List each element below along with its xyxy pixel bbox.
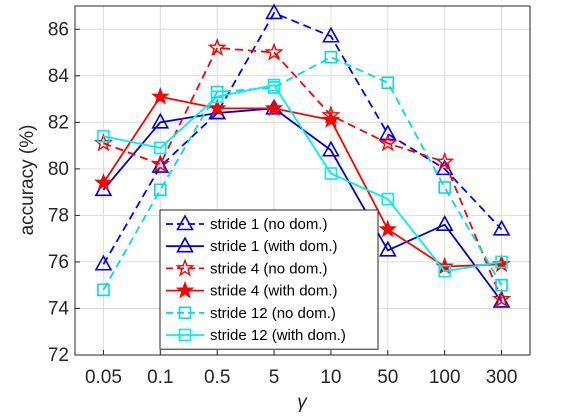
- legend-label: stride 12 (no dom.): [210, 305, 336, 322]
- legend-label: stride 12 (with dom.): [210, 327, 346, 344]
- x-axis-label: γ: [297, 392, 308, 413]
- legend-marker: [178, 328, 192, 342]
- legend-marker: [178, 306, 192, 320]
- data-point: [495, 255, 508, 269]
- legend-marker: [176, 236, 194, 253]
- data-point: [321, 110, 341, 128]
- y-tick-label: 80: [48, 159, 69, 180]
- data-point: [378, 124, 397, 141]
- data-point: [264, 98, 284, 117]
- legend: stride 1 (no dom.) stride 1 (with dom.) st…: [159, 209, 379, 350]
- data-point: [210, 90, 224, 104]
- y-tick-label: 78: [48, 205, 69, 226]
- series-6: [97, 78, 508, 278]
- data-point: [207, 98, 227, 117]
- x-tick-label: 0.5: [204, 367, 230, 388]
- y-tick-label: 74: [48, 298, 70, 319]
- legend-item: stride 4 (with dom.): [166, 280, 338, 300]
- x-tick-label: 300: [486, 367, 518, 388]
- legend-item: stride 1 (with dom.): [166, 236, 338, 255]
- legend-label: stride 4 (no dom.): [210, 260, 328, 277]
- data-point: [154, 183, 167, 197]
- data-point: [267, 78, 281, 92]
- data-point: [378, 219, 398, 238]
- legend-label: stride 1 (no dom.): [210, 216, 328, 233]
- series-line: [102, 56, 503, 291]
- data-point: [97, 129, 110, 143]
- series-layer: [93, 3, 512, 308]
- legend-item: stride 12 (no dom.): [166, 305, 336, 322]
- data-point: [97, 283, 110, 297]
- y-tick-label: 86: [48, 19, 69, 40]
- x-tick-label: 5: [269, 367, 280, 388]
- data-point: [435, 215, 454, 232]
- data-point: [151, 112, 170, 129]
- data-point: [322, 140, 340, 157]
- y-tick-label: 84: [48, 66, 70, 87]
- y-axis-label: accuracy (%): [17, 125, 38, 236]
- data-point: [322, 26, 340, 43]
- x-tick-label: 0.1: [147, 367, 173, 388]
- data-point: [381, 76, 395, 90]
- data-point: [381, 192, 395, 206]
- legend-item: stride 12 (with dom.): [166, 327, 346, 344]
- data-point: [150, 154, 170, 173]
- data-point: [378, 240, 397, 257]
- legend-box: [159, 209, 379, 350]
- series-3: [93, 37, 512, 308]
- data-point: [495, 278, 508, 292]
- data-point: [324, 167, 338, 180]
- x-tick-label: 100: [429, 367, 461, 388]
- data-point: [492, 289, 512, 308]
- legend-item: stride 4 (no dom.): [166, 258, 328, 277]
- data-point: [154, 141, 167, 155]
- legend-label: stride 1 (with dom.): [210, 238, 338, 255]
- data-point: [378, 133, 398, 152]
- y-tick-label: 72: [48, 345, 69, 366]
- x-tick-label: 50: [377, 367, 398, 388]
- x-tick-label: 0.05: [85, 367, 122, 388]
- data-point: [435, 151, 455, 171]
- plot-frame: [74, 5, 531, 356]
- legend-item: stride 1 (no dom.): [166, 214, 328, 233]
- y-tick-label: 76: [48, 252, 69, 273]
- legend-marker: [175, 280, 195, 299]
- data-point: [492, 219, 511, 236]
- data-point: [264, 42, 284, 61]
- axis-ticks: 72 74 76 78 80 82 84 86 0.05 0.1 0.5 5 10 50 100 300: [48, 19, 518, 388]
- x-tick-label: 10: [320, 367, 341, 388]
- y-tick-label: 82: [48, 112, 69, 133]
- legend-label: stride 4 (with dom.): [210, 283, 338, 300]
- data-point: [438, 181, 451, 194]
- data-point: [151, 86, 170, 105]
- data-point: [438, 264, 451, 278]
- data-point: [265, 3, 283, 20]
- series-line: [103, 84, 502, 273]
- series-line: [102, 11, 503, 265]
- legend-marker: [176, 214, 194, 231]
- data-point: [94, 173, 113, 191]
- legend-marker: [175, 258, 195, 277]
- data-point: [324, 50, 338, 64]
- data-point: [207, 37, 227, 57]
- data-point: [94, 254, 113, 271]
